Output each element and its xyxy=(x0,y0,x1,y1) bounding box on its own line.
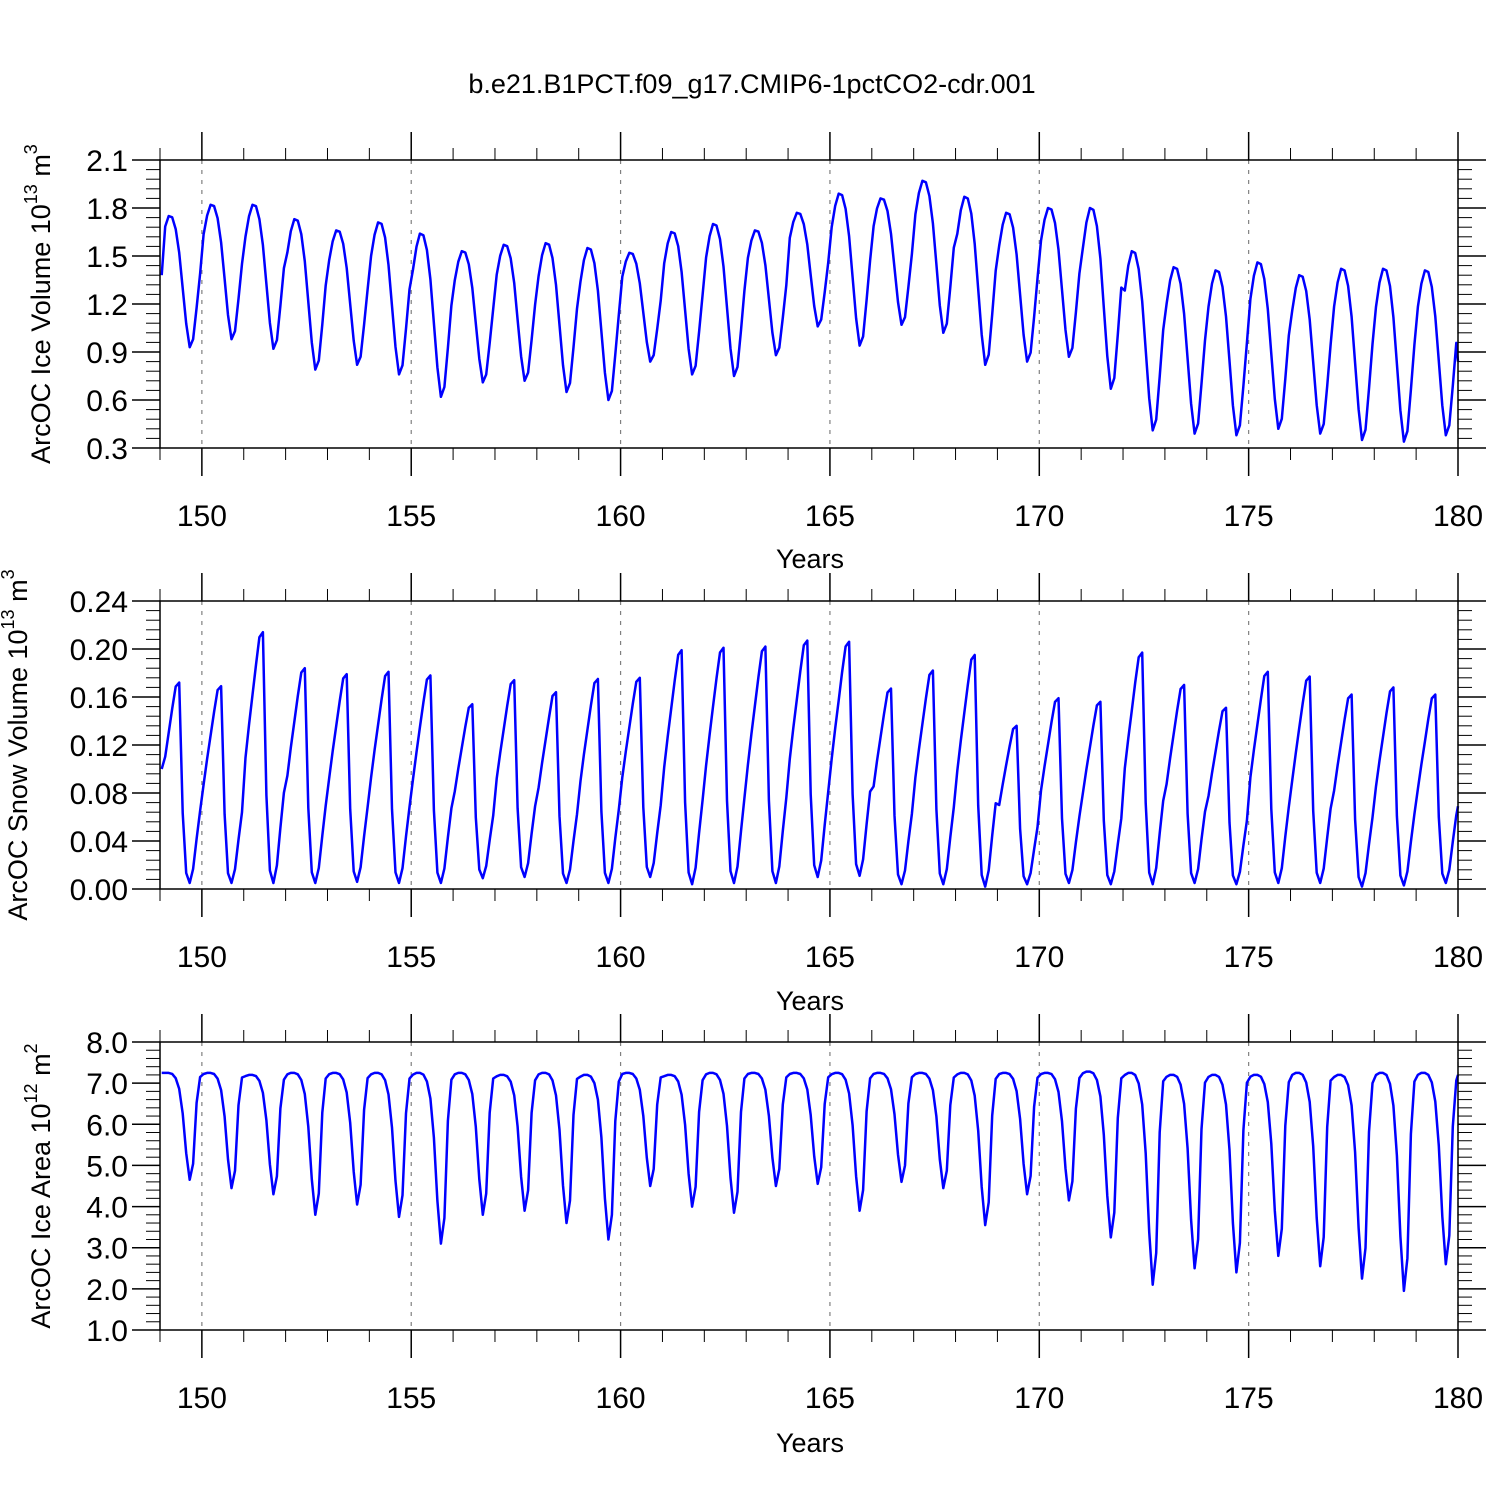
ice-volume-xtick-label: 155 xyxy=(386,500,436,533)
ice-volume-xlabel: Years xyxy=(776,544,844,574)
snow-volume-xtick-label: 165 xyxy=(805,941,855,974)
ice-volume-ytick-label: 1.8 xyxy=(86,193,128,226)
panel-ice-volume-ytick-labels: 0.3 0.6 0.9 1.2 1.5 1.8 2.1 xyxy=(86,145,128,466)
panel-snow-volume-ticks xyxy=(132,573,1486,917)
snow-volume-series-line xyxy=(160,630,1460,888)
snow-volume-xtick-label: 170 xyxy=(1014,941,1064,974)
panel-ice-volume-grid xyxy=(201,160,1459,448)
snow-volume-ytick-label: 0.16 xyxy=(70,682,128,715)
panel-ice-area-frame xyxy=(159,1041,1459,1331)
panel-ice-area-ticks xyxy=(132,1014,1486,1358)
snow-volume-xtick-label: 180 xyxy=(1433,941,1483,974)
ice-volume-ytick-label: 0.6 xyxy=(86,385,128,418)
snow-volume-xtick-label: 175 xyxy=(1224,941,1274,974)
ice-area-series-line xyxy=(161,1070,1460,1293)
snow-volume-xlabel: Years xyxy=(776,986,844,1016)
panel-snow-volume-frame xyxy=(159,600,1459,890)
ice-volume-ytick-label: 0.9 xyxy=(86,337,128,370)
snow-volume-ytick-label: 0.20 xyxy=(70,634,128,667)
panel-snow-volume-xtick-labels: 150 155 160 165 170 175 180 xyxy=(177,941,1483,974)
snow-volume-ylabel: ArcOC Snow Volume 1013 m3 xyxy=(0,569,33,920)
panel-ice-area-grid xyxy=(201,1042,1459,1330)
ice-area-xtick-label: 155 xyxy=(386,1382,436,1415)
ice-area-ytick-label: 6.0 xyxy=(86,1109,128,1142)
panel-ice-area: 1.0 2.0 3.0 4.0 5.0 6.0 7.0 8.0 150 155 160 165 170… xyxy=(21,1014,1486,1458)
ice-volume-xtick-label: 150 xyxy=(177,500,227,533)
ice-area-ytick-label: 5.0 xyxy=(86,1150,128,1183)
ice-area-ytick-label: 8.0 xyxy=(86,1027,128,1060)
ice-volume-ytick-label: 2.1 xyxy=(86,145,128,178)
snow-volume-xtick-label: 155 xyxy=(386,941,436,974)
ice-volume-ytick-label: 1.2 xyxy=(86,289,128,322)
ice-volume-xtick-label: 165 xyxy=(805,500,855,533)
ice-area-ytick-label: 2.0 xyxy=(86,1274,128,1307)
ice-area-xtick-label: 180 xyxy=(1433,1382,1483,1415)
snow-volume-ytick-label: 0.08 xyxy=(70,778,128,811)
panel-ice-area-xtick-labels: 150 155 160 165 170 175 180 xyxy=(177,1382,1483,1415)
ice-volume-ytick-label: 1.5 xyxy=(86,241,128,274)
ice-area-ytick-label: 1.0 xyxy=(86,1315,128,1348)
panel-ice-volume-frame xyxy=(159,159,1459,449)
ice-area-ytick-label: 3.0 xyxy=(86,1233,128,1266)
ice-area-xlabel: Years xyxy=(776,1428,844,1458)
panel-ice-area-ytick-labels: 1.0 2.0 3.0 4.0 5.0 6.0 7.0 8.0 xyxy=(86,1027,128,1348)
snow-volume-xtick-label: 150 xyxy=(177,941,227,974)
panel-ice-volume-ticks xyxy=(132,132,1486,476)
ice-volume-xtick-label: 160 xyxy=(596,500,646,533)
panel-ice-volume-xtick-labels: 150 155 160 165 170 175 180 xyxy=(177,500,1483,533)
ice-area-xtick-label: 170 xyxy=(1014,1382,1064,1415)
ice-volume-ylabel: ArcOC Ice Volume 1013 m3 xyxy=(21,144,56,464)
ice-area-ylabel: ArcOC Ice Area 1012 m2 xyxy=(21,1043,56,1328)
ice-volume-xtick-label: 170 xyxy=(1014,500,1064,533)
snow-volume-xtick-label: 160 xyxy=(596,941,646,974)
ice-volume-series-line xyxy=(160,179,1460,443)
panel-ice-volume: 0.3 0.6 0.9 1.2 1.5 1.8 2.1 150 155 160 165 170 175… xyxy=(21,132,1486,574)
ice-volume-xtick-label: 180 xyxy=(1433,500,1483,533)
ice-area-xtick-label: 175 xyxy=(1224,1382,1274,1415)
ice-area-xtick-label: 150 xyxy=(177,1382,227,1415)
ice-area-xtick-label: 165 xyxy=(805,1382,855,1415)
ice-volume-xtick-label: 175 xyxy=(1224,500,1274,533)
ice-area-xtick-label: 160 xyxy=(596,1382,646,1415)
snow-volume-ytick-label: 0.24 xyxy=(70,586,128,619)
panel-snow-volume-ytick-labels: 0.00 0.04 0.08 0.12 0.16 0.20 0.24 xyxy=(70,586,128,907)
chart-title: b.e21.B1PCT.f09_g17.CMIP6-1pctCO2-cdr.00… xyxy=(468,69,1035,99)
ice-area-ytick-label: 7.0 xyxy=(86,1068,128,1101)
ice-volume-ytick-label: 0.3 xyxy=(86,433,128,466)
snow-volume-ytick-label: 0.04 xyxy=(70,826,128,859)
ice-area-ytick-label: 4.0 xyxy=(86,1192,128,1225)
snow-volume-ytick-label: 0.12 xyxy=(70,730,128,763)
panel-snow-volume: 0.00 0.04 0.08 0.12 0.16 0.20 0.24 150 155 160 16… xyxy=(0,569,1486,1016)
snow-volume-ytick-label: 0.00 xyxy=(70,874,128,907)
